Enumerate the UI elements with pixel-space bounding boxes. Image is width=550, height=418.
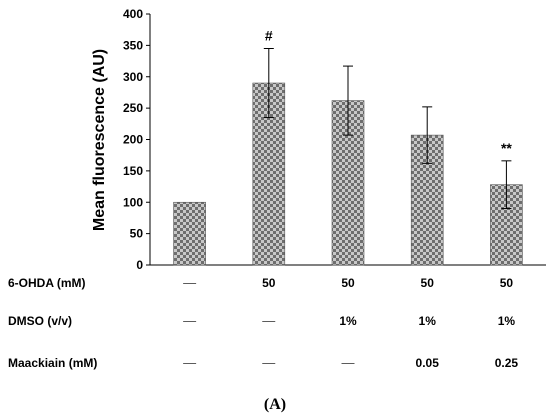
table-cell: 1% <box>498 314 516 328</box>
y-tick-label: 150 <box>123 164 143 178</box>
table-cell: 1% <box>419 314 437 328</box>
y-tick-label: 400 <box>123 7 143 21</box>
table-cell: 1% <box>339 314 357 328</box>
error-bar-3 <box>343 65 353 136</box>
bar-1 <box>173 201 206 266</box>
table-row-label: DMSO (v/v) <box>8 314 72 328</box>
y-tick-label: 50 <box>130 227 144 241</box>
table-cell: 50 <box>421 276 435 290</box>
table-cell: 50 <box>500 276 514 290</box>
y-tick-label: 300 <box>123 70 143 84</box>
y-axis-label: Mean fluorescence (AU) <box>91 49 108 231</box>
table-cell: — <box>183 275 196 290</box>
y-tick-label: 0 <box>136 258 143 272</box>
error-bar-2 <box>263 48 274 119</box>
table-cell: — <box>262 355 275 370</box>
y-tick-label: 350 <box>123 38 143 52</box>
table-cell: 50 <box>262 276 276 290</box>
significance-marker: # <box>265 28 273 44</box>
treatment-table: 6-OHDA (mM) — 50 50 50 50 DMSO (v/v) — — 1% 1% 1% Ma… <box>8 275 518 370</box>
y-tick-label: 250 <box>123 101 143 115</box>
y-tick-label: 200 <box>123 133 143 147</box>
table-cell: — <box>183 355 196 370</box>
error-bar-4 <box>422 106 433 164</box>
table-row-label: 6-OHDA (mM) <box>8 276 86 290</box>
significance-markers: # ** <box>265 28 512 156</box>
table-row-label: Maackiain (mM) <box>8 356 97 370</box>
table-cell: — <box>262 313 275 328</box>
table-cell: 50 <box>341 276 355 290</box>
y-axis: 0 50 100 150 200 250 300 350 400 <box>123 7 546 272</box>
error-bar-5 <box>501 160 512 210</box>
table-cell: — <box>342 355 355 370</box>
table-cell: — <box>183 313 196 328</box>
table-cell: 0.25 <box>495 356 519 370</box>
y-tick-label: 100 <box>123 195 143 209</box>
significance-marker: ** <box>501 140 512 156</box>
panel-label: (A) <box>264 396 286 413</box>
table-cell: 0.05 <box>416 356 440 370</box>
error-bars <box>263 48 512 210</box>
